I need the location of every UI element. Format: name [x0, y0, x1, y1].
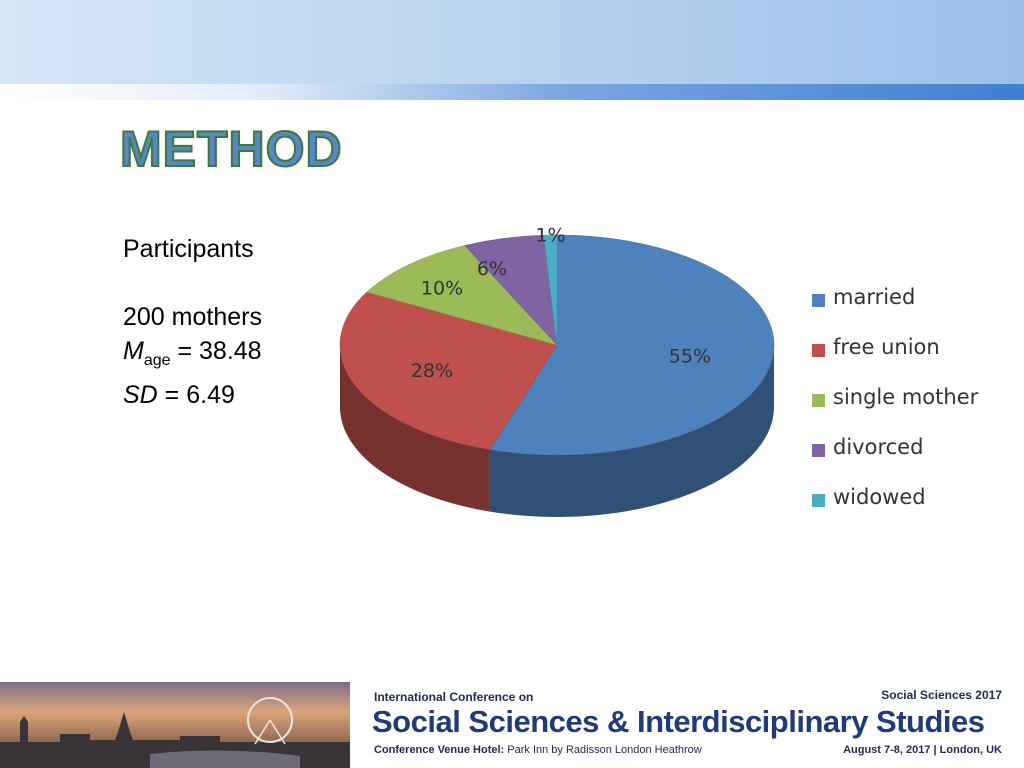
venue-value: Park Inn by Radisson London Heathrow — [507, 744, 702, 756]
conference-intro: International Conference on — [374, 690, 534, 704]
pie-slice-free-union — [339, 291, 558, 450]
legend-item-divorced: divorced — [812, 435, 978, 485]
pie-slice-married — [489, 234, 775, 456]
conference-venue: Conference Venue Hotel: Park Inn by Radi… — [374, 744, 702, 756]
sd-line: SD = 6.49 — [123, 378, 262, 412]
legend-swatch — [812, 394, 825, 407]
legend-swatch — [812, 494, 825, 507]
pie-side-married — [489, 345, 774, 517]
legend-label: free union — [833, 335, 940, 359]
london-skyline-photo — [0, 682, 350, 768]
pie-slice-widowed — [543, 234, 558, 346]
participants-count: 200 mothers — [123, 303, 262, 331]
legend-label: married — [833, 285, 916, 309]
participants-heading: Participants — [123, 235, 254, 263]
mean-subscript: age — [143, 352, 171, 369]
legend-item-married: married — [812, 285, 978, 335]
venue-label: Conference Venue Hotel: — [374, 744, 505, 756]
pie-chart: 55% 28% 10% 6% 1% — [339, 225, 775, 517]
legend-swatch — [812, 444, 825, 457]
legend-item-free-union: free union — [812, 335, 978, 385]
conference-footer: International Conference on Social Scien… — [0, 682, 1024, 768]
slide-title: METHOD — [119, 120, 343, 178]
legend-label: widowed — [833, 485, 926, 509]
pie-slice-single-mother — [366, 245, 558, 346]
conference-banner: International Conference on Social Scien… — [350, 682, 1024, 768]
legend-swatch — [812, 344, 825, 357]
header-stripe — [0, 84, 1024, 100]
participants-block: Participants 200 mothers Mage = 38.48 SD… — [123, 232, 262, 412]
legend-label: divorced — [833, 435, 924, 459]
pie-label-widowed: 1% — [535, 225, 565, 247]
mean-symbol: M — [123, 337, 144, 365]
mean-age-line: Mage = 38.48 — [123, 334, 262, 378]
header-band — [0, 0, 1024, 86]
sd-symbol: SD — [123, 381, 158, 409]
conference-year: Social Sciences 2017 — [881, 688, 1002, 702]
pie-label-divorced: 6% — [477, 258, 507, 280]
legend-label: single mother — [833, 385, 979, 409]
mean-value: = 38.48 — [170, 337, 262, 365]
conference-date: August 7-8, 2017 | London, UK — [843, 744, 1002, 756]
legend-item-single-mother: single mother — [812, 385, 978, 435]
pie-label-married: 55% — [669, 346, 711, 368]
sd-value: = 6.49 — [157, 381, 235, 409]
chart-legend: married free union single mother divorced wi… — [812, 285, 978, 535]
pie-label-single-mother: 10% — [421, 277, 463, 299]
legend-swatch — [812, 294, 825, 307]
conference-name: Social Sciences & Interdisciplinary Stud… — [372, 704, 985, 739]
legend-item-widowed: widowed — [812, 485, 978, 535]
pie-label-free-union: 28% — [411, 360, 453, 382]
